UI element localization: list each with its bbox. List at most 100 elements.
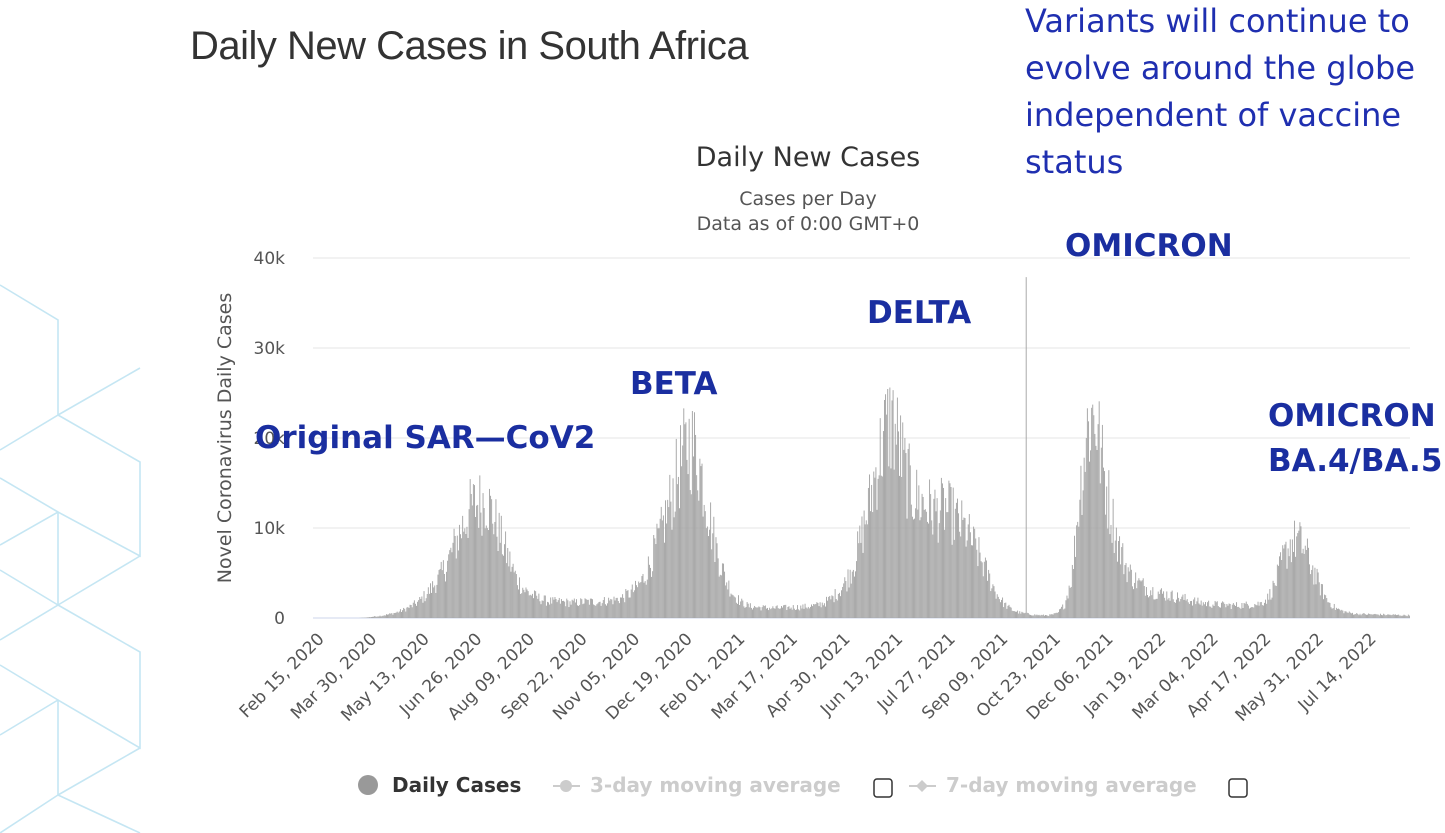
daily-case-bar[interactable] (554, 597, 556, 618)
daily-case-bar[interactable] (691, 410, 693, 618)
daily-case-bar[interactable] (1079, 499, 1081, 618)
daily-case-bar[interactable] (855, 571, 856, 618)
daily-case-bar[interactable] (767, 607, 768, 618)
daily-case-bar[interactable] (1127, 567, 1129, 618)
daily-case-bar[interactable] (797, 605, 799, 618)
daily-case-bar[interactable] (1078, 526, 1080, 618)
daily-case-bar[interactable] (1273, 582, 1275, 618)
daily-case-bar[interactable] (552, 597, 554, 618)
daily-case-bar[interactable] (580, 598, 582, 618)
daily-case-bar[interactable] (1290, 562, 1292, 618)
daily-case-bar[interactable] (553, 599, 555, 618)
daily-case-bar[interactable] (1014, 611, 1016, 618)
daily-case-bar[interactable] (1341, 609, 1343, 618)
daily-case-bar[interactable] (875, 467, 877, 618)
daily-case-bar[interactable] (1374, 613, 1376, 618)
daily-case-bar[interactable] (372, 616, 373, 618)
daily-case-bar[interactable] (380, 616, 382, 618)
daily-case-bar[interactable] (1020, 613, 1022, 618)
daily-case-bar[interactable] (551, 603, 553, 618)
daily-case-bar[interactable] (1269, 589, 1271, 618)
daily-case-bar[interactable] (1289, 539, 1291, 618)
daily-case-bar[interactable] (414, 603, 416, 618)
daily-case-bar[interactable] (1182, 594, 1184, 618)
daily-case-bar[interactable] (1225, 607, 1227, 618)
daily-case-bar[interactable] (1091, 407, 1093, 618)
daily-case-bar[interactable] (788, 606, 790, 618)
daily-case-bar[interactable] (1206, 606, 1207, 618)
daily-case-bar[interactable] (526, 589, 528, 618)
daily-case-bar[interactable] (466, 526, 468, 618)
daily-case-bar[interactable] (430, 583, 431, 618)
daily-case-bar[interactable] (1261, 605, 1263, 618)
daily-case-bar[interactable] (669, 474, 671, 618)
daily-case-bar[interactable] (1176, 599, 1177, 618)
daily-case-bar[interactable] (518, 589, 519, 618)
daily-case-bar[interactable] (572, 600, 574, 618)
daily-case-bar[interactable] (1316, 568, 1318, 618)
daily-case-bar[interactable] (923, 509, 925, 618)
daily-case-bar[interactable] (701, 463, 703, 618)
daily-case-bar[interactable] (845, 581, 847, 618)
daily-case-bar[interactable] (575, 599, 577, 618)
daily-case-bar[interactable] (993, 586, 995, 618)
daily-case-bar[interactable] (1282, 545, 1284, 618)
daily-case-bar[interactable] (631, 584, 633, 618)
daily-case-bar[interactable] (692, 456, 694, 618)
daily-case-bar[interactable] (959, 531, 961, 618)
daily-case-bar[interactable] (610, 598, 612, 618)
daily-case-bar[interactable] (1227, 605, 1229, 618)
daily-case-bar[interactable] (834, 589, 836, 618)
daily-case-bar[interactable] (1101, 424, 1103, 618)
daily-case-bar[interactable] (1030, 614, 1031, 618)
daily-case-bar[interactable] (789, 608, 791, 618)
daily-case-bar[interactable] (627, 590, 629, 618)
daily-case-bar[interactable] (557, 600, 559, 618)
daily-case-bar[interactable] (612, 604, 614, 618)
daily-case-bar[interactable] (1305, 549, 1307, 618)
daily-case-bar[interactable] (1348, 611, 1350, 619)
daily-case-bar[interactable] (976, 549, 978, 618)
daily-case-bar[interactable] (1005, 602, 1007, 618)
daily-case-bar[interactable] (1011, 610, 1013, 618)
daily-case-bar[interactable] (811, 604, 812, 618)
daily-case-bar[interactable] (1268, 599, 1270, 618)
daily-case-bar[interactable] (416, 605, 417, 618)
daily-case-bar[interactable] (721, 563, 723, 618)
daily-case-bar[interactable] (1047, 615, 1049, 618)
daily-case-bar[interactable] (723, 563, 724, 618)
daily-case-bar[interactable] (458, 524, 460, 618)
daily-case-bar[interactable] (413, 600, 415, 618)
daily-case-bar[interactable] (1291, 539, 1293, 618)
daily-case-bar[interactable] (684, 424, 686, 618)
daily-case-bar[interactable] (425, 598, 427, 618)
daily-case-bar[interactable] (1294, 520, 1295, 618)
daily-case-bar[interactable] (1013, 611, 1015, 618)
daily-case-bar[interactable] (869, 474, 870, 618)
daily-case-bar[interactable] (915, 508, 917, 618)
daily-case-bar[interactable] (957, 498, 958, 618)
daily-case-bar[interactable] (1178, 597, 1180, 618)
daily-case-bar[interactable] (1151, 595, 1153, 618)
daily-case-bar[interactable] (1043, 615, 1045, 618)
daily-case-bar[interactable] (1213, 605, 1215, 618)
daily-case-bar[interactable] (436, 584, 438, 618)
daily-case-bar[interactable] (799, 610, 801, 618)
daily-case-bar[interactable] (1372, 614, 1374, 618)
daily-case-bar[interactable] (688, 418, 690, 618)
daily-case-bar[interactable] (1210, 606, 1212, 618)
daily-case-bar[interactable] (1247, 605, 1249, 618)
daily-case-bar[interactable] (983, 561, 985, 618)
daily-case-bar[interactable] (1121, 547, 1123, 618)
daily-case-bar[interactable] (844, 577, 846, 618)
daily-case-bar[interactable] (835, 599, 837, 618)
daily-case-bar[interactable] (1220, 607, 1221, 618)
daily-case-bar[interactable] (730, 593, 732, 618)
daily-case-bar[interactable] (533, 598, 534, 618)
daily-case-bar[interactable] (1377, 614, 1379, 618)
daily-case-bar[interactable] (1185, 600, 1187, 619)
daily-case-bar[interactable] (585, 599, 587, 618)
daily-case-bar[interactable] (642, 573, 644, 618)
daily-case-bar[interactable] (969, 532, 971, 618)
daily-case-bar[interactable] (1323, 599, 1324, 618)
